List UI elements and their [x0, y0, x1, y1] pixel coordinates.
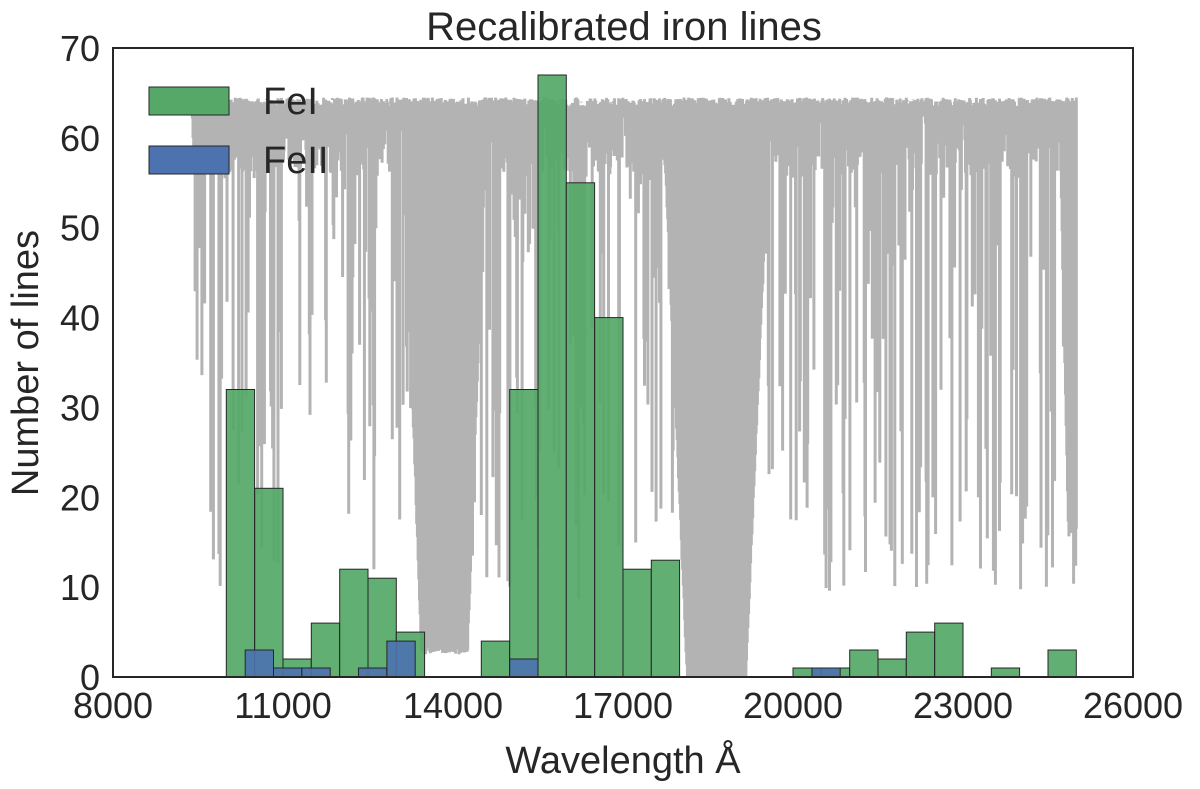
y-tick-label: 10 [60, 567, 100, 608]
y-tick-label: 0 [80, 657, 100, 698]
fei-bar [565, 182, 596, 678]
feii-bar [811, 667, 841, 678]
y-axis-ticks: 0 10 20 30 40 50 60 70 [60, 28, 100, 698]
fei-bar [934, 622, 964, 678]
x-axis-label: Wavelength Å [505, 738, 741, 782]
y-tick-label: 20 [60, 477, 100, 518]
legend-label-feii: FeII [263, 140, 328, 182]
feii-bar [509, 658, 539, 678]
x-tick-label: 11000 [234, 685, 331, 726]
x-tick-label: 8000 [73, 685, 153, 726]
legend-swatch-feii [148, 145, 230, 175]
y-tick-label: 40 [60, 298, 100, 339]
histogram-bars [225, 74, 1077, 678]
fei-bar [1047, 649, 1077, 678]
y-tick-label: 30 [60, 387, 100, 428]
fei-bar [990, 667, 1021, 678]
fei-bar [339, 568, 369, 678]
feii-bar [358, 667, 388, 678]
feii-bar [301, 667, 331, 678]
feii-bar [244, 649, 274, 678]
fei-bar [905, 631, 936, 678]
fei-bar [537, 74, 567, 678]
x-tick-label: 20000 [743, 685, 843, 726]
x-tick-label: 14000 [403, 685, 503, 726]
y-tick-label: 60 [60, 118, 100, 159]
fei-bar [594, 317, 624, 678]
chart-title: Recalibrated iron lines [426, 5, 822, 49]
fei-bar [849, 649, 879, 678]
fei-bar [480, 640, 511, 678]
fei-bar [650, 559, 681, 678]
plot-frame [112, 47, 1134, 678]
legend: FeI FeII [148, 81, 328, 182]
fei-bar [509, 389, 539, 678]
x-tick-label: 26000 [1083, 685, 1183, 726]
fei-bar [877, 658, 907, 678]
fei-bar [622, 568, 652, 678]
feii-bar [386, 640, 416, 678]
fei-bar [225, 389, 256, 678]
x-axis-ticks: 8000 11000 14000 17000 20000 23000 26000 [73, 685, 1183, 726]
legend-label-fei: FeI [263, 81, 318, 123]
y-axis-label: Number of lines [5, 230, 47, 496]
x-tick-label: 23000 [913, 685, 1013, 726]
x-tick-label: 17000 [573, 685, 673, 726]
y-tick-label: 50 [60, 208, 100, 249]
legend-swatch-fei [148, 86, 230, 116]
fei-bar [254, 487, 284, 678]
feii-bar [273, 667, 303, 678]
y-tick-label: 70 [60, 28, 100, 69]
